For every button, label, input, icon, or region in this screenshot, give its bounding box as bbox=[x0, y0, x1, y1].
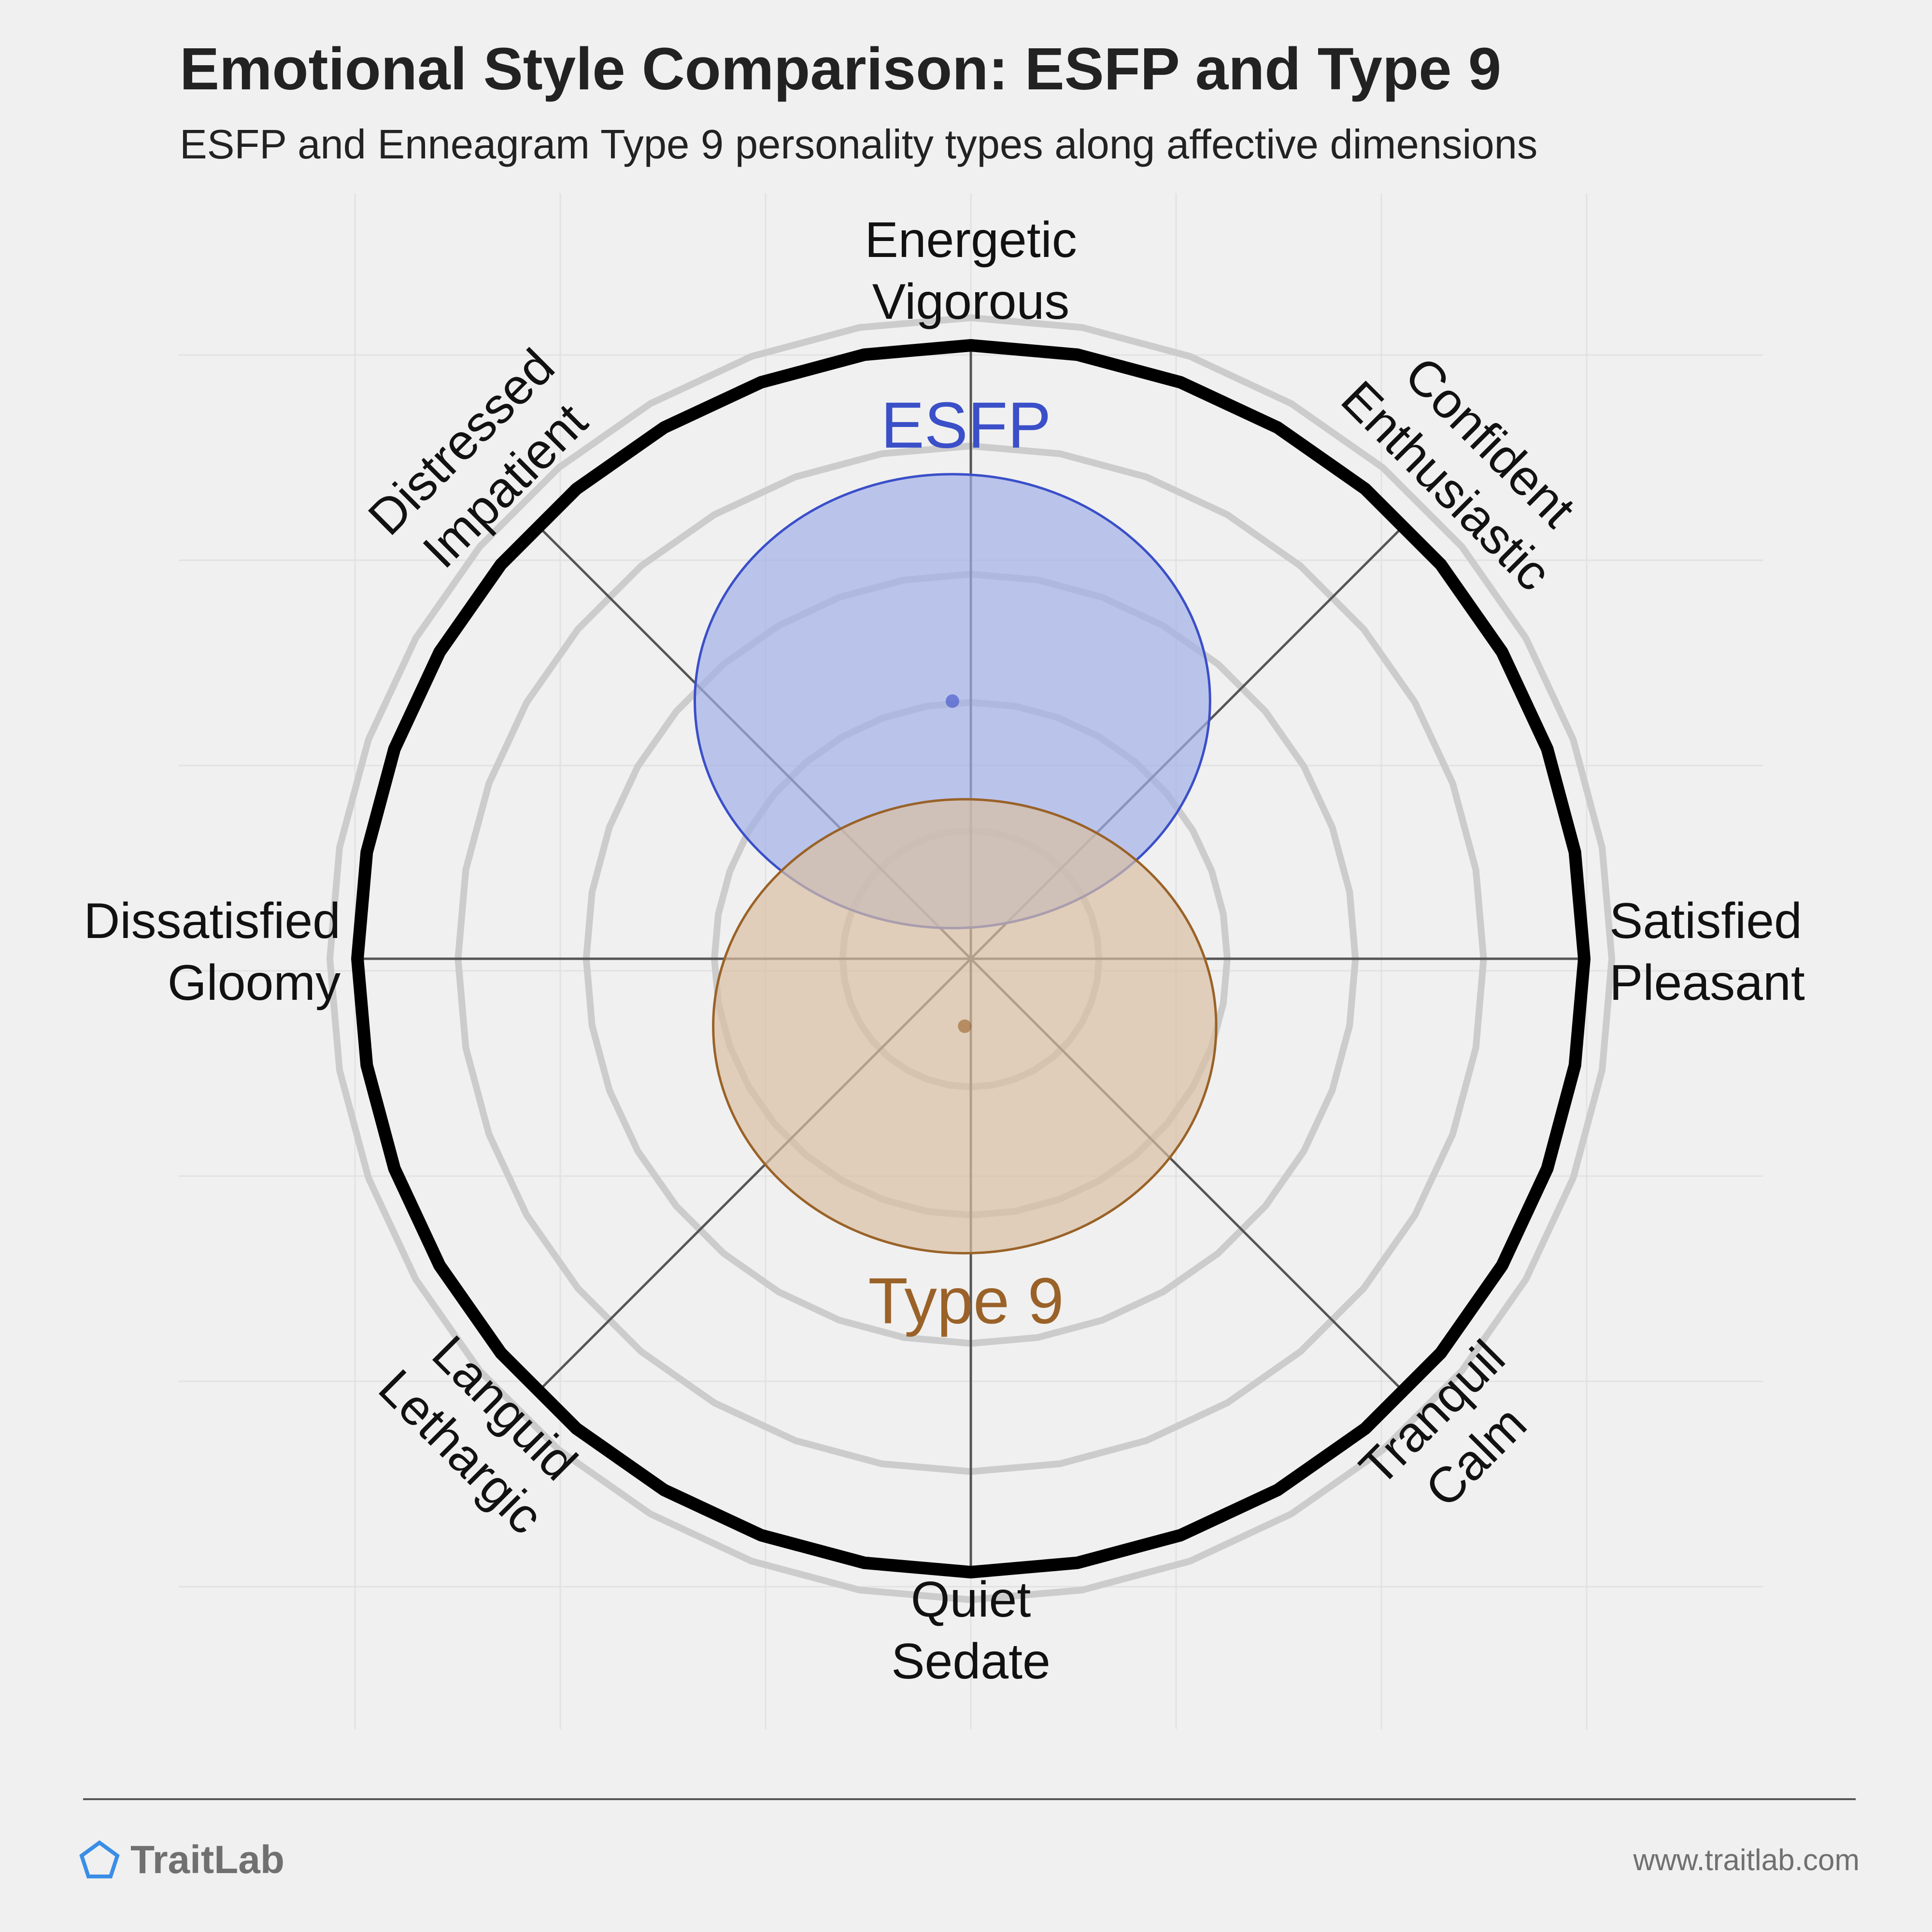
axis-label-right: Satisfied Pleasant bbox=[1609, 893, 1805, 1011]
grid-ring bbox=[326, 314, 1616, 1604]
axis-label-line: Quiet bbox=[911, 1572, 1031, 1628]
axis-label-top: Energetic Vigorous bbox=[865, 212, 1077, 330]
axis-label-line: Gloomy bbox=[168, 955, 341, 1011]
axis-label-bottom: Quiet Sedate bbox=[891, 1572, 1051, 1690]
pentagon-icon bbox=[79, 1840, 120, 1878]
footer-url: www.traitlab.com bbox=[1633, 1844, 1860, 1877]
series-label-esfp: ESFP bbox=[881, 389, 1051, 462]
chart-title: Emotional Style Comparison: ESFP and Typ… bbox=[180, 36, 1501, 102]
axis-label-left: Dissatisfied Gloomy bbox=[84, 893, 341, 1011]
outer-ring-polygon bbox=[351, 339, 1591, 1578]
chart-subtitle: ESFP and Enneagram Type 9 personality ty… bbox=[180, 122, 1537, 168]
axis-label-line: Vigorous bbox=[872, 274, 1070, 330]
series-point-esfp bbox=[945, 694, 959, 708]
series-label-type-9: Type 9 bbox=[868, 1264, 1064, 1337]
axis-label-line: Pleasant bbox=[1609, 955, 1805, 1011]
footer-brand: TraitLab bbox=[130, 1838, 284, 1882]
axis-label-line: Energetic bbox=[865, 212, 1077, 268]
series-labels: ESFP Type 9 bbox=[868, 389, 1064, 1337]
series-blobs bbox=[694, 473, 1218, 1255]
axis-label-line: Dissatisfied bbox=[84, 893, 341, 949]
axis-label-line: Sedate bbox=[891, 1634, 1051, 1690]
series-point-type-9 bbox=[958, 1019, 972, 1033]
outer-ring bbox=[351, 339, 1591, 1578]
axis-label-line: Satisfied bbox=[1609, 893, 1802, 949]
